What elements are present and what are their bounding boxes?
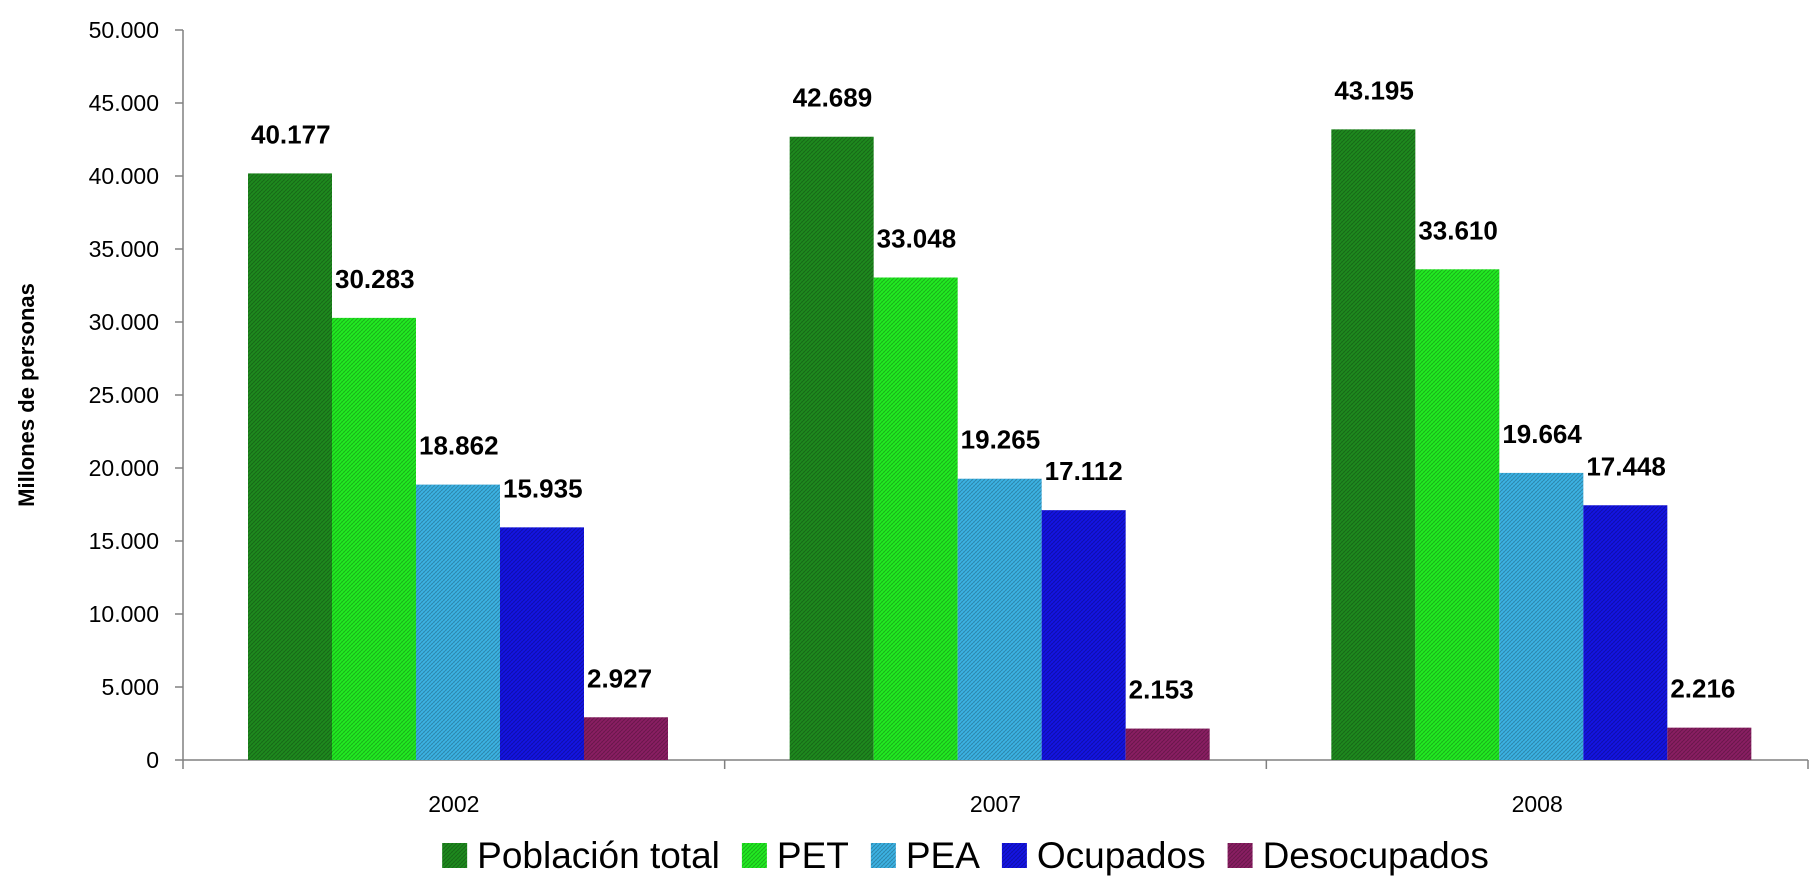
legend-item-pea: PEA <box>870 835 980 876</box>
y-tick-label: 20.000 <box>89 455 159 481</box>
x-category-label-2008: 2008 <box>1512 791 1563 817</box>
data-label-desocupados-2002: 2.927 <box>587 663 652 693</box>
legend-swatch-poblacion-total <box>442 843 468 868</box>
bar-desocupados-2007 <box>1125 728 1210 760</box>
legend-swatch-pea <box>870 843 896 868</box>
legend-item-desocupados: Desocupados <box>1227 835 1489 876</box>
bar-desocupados-2002 <box>584 717 668 760</box>
legend-swatch-pet <box>741 843 767 868</box>
y-tick-label: 50.000 <box>89 17 159 43</box>
legend-label-poblacion-total: Población total <box>477 835 720 876</box>
y-tick-label: 5.000 <box>101 674 159 700</box>
bar-pet-2007 <box>873 277 958 760</box>
data-label-poblacion-total-2008: 43.195 <box>1334 75 1414 105</box>
y-tick-label: 30.000 <box>89 309 159 335</box>
y-tick-label: 45.000 <box>89 90 159 116</box>
legend-swatch-ocupados <box>1001 843 1027 868</box>
y-tick-label: 15.000 <box>89 528 159 554</box>
bar-desocupados-2008 <box>1667 727 1752 760</box>
data-label-pea-2002: 18.862 <box>419 431 499 461</box>
bar-pea-2008 <box>1499 472 1584 760</box>
legend-label-pea: PEA <box>906 835 980 876</box>
bar-ocupados-2002 <box>500 527 584 760</box>
data-label-pea-2007: 19.265 <box>961 425 1041 455</box>
legend-item-pet: PET <box>741 835 849 876</box>
bar-poblacion-total-2008 <box>1331 129 1416 760</box>
legend-item-poblacion-total: Población total <box>442 835 720 876</box>
legend-item-ocupados: Ocupados <box>1001 835 1206 876</box>
data-label-ocupados-2008: 17.448 <box>1586 451 1666 481</box>
data-label-ocupados-2002: 15.935 <box>503 473 583 503</box>
y-tick-label: 0 <box>146 747 159 773</box>
data-label-poblacion-total-2002: 40.177 <box>251 119 331 149</box>
data-label-ocupados-2007: 17.112 <box>1045 456 1123 486</box>
bar-ocupados-2008 <box>1583 505 1668 760</box>
x-category-label-2007: 2007 <box>970 791 1021 817</box>
y-tick-label: 25.000 <box>89 382 159 408</box>
data-label-desocupados-2007: 2.153 <box>1129 675 1194 705</box>
y-tick-label: 35.000 <box>89 236 159 262</box>
bar-ocupados-2007 <box>1041 510 1126 760</box>
legend-label-desocupados: Desocupados <box>1263 835 1489 876</box>
legend-label-ocupados: Ocupados <box>1037 835 1206 876</box>
data-label-pea-2008: 19.664 <box>1502 419 1582 449</box>
bar-poblacion-total-2002 <box>248 173 332 761</box>
bar-pet-2008 <box>1415 269 1500 760</box>
bar-pea-2002 <box>416 484 500 760</box>
bar-pea-2007 <box>957 478 1042 760</box>
bar-pet-2002 <box>332 317 416 760</box>
legend-label-pet: PET <box>777 835 849 876</box>
bar-poblacion-total-2007 <box>789 136 874 760</box>
y-tick-label: 40.000 <box>89 163 159 189</box>
data-label-desocupados-2008: 2.216 <box>1670 674 1735 704</box>
y-axis-title: Millones de personas <box>14 283 39 507</box>
data-label-pet-2008: 33.610 <box>1418 215 1498 245</box>
y-tick-label: 10.000 <box>89 601 159 627</box>
x-category-label-2002: 2002 <box>428 791 479 817</box>
legend-swatch-desocupados <box>1227 843 1253 868</box>
data-label-pet-2002: 30.283 <box>335 264 415 294</box>
data-label-poblacion-total-2007: 42.689 <box>793 83 873 113</box>
data-label-pet-2007: 33.048 <box>877 223 957 253</box>
